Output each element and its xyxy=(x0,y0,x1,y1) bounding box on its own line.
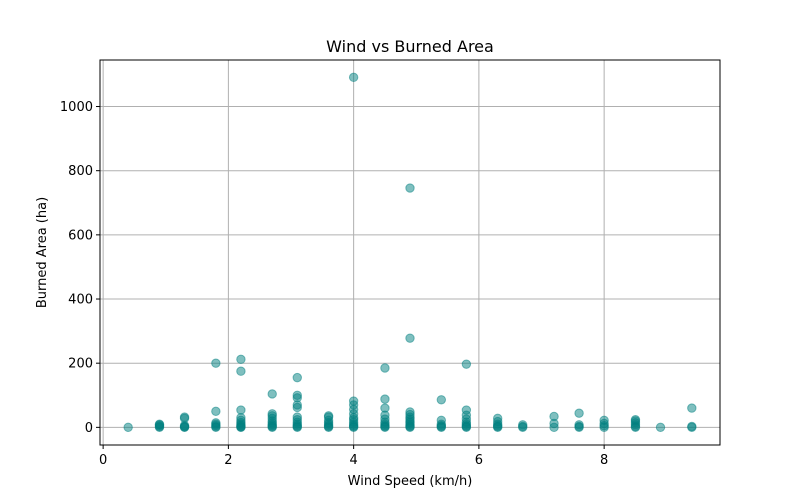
data-point xyxy=(687,421,697,432)
data-point xyxy=(436,395,447,405)
data-point xyxy=(323,411,334,421)
data-point xyxy=(380,403,390,413)
data-point xyxy=(380,363,390,373)
data-point xyxy=(687,403,697,413)
data-point xyxy=(123,422,133,433)
data-point xyxy=(405,333,415,343)
y-axis-label: Burned Area (ha) xyxy=(35,197,50,308)
data-point xyxy=(461,405,472,415)
data-point xyxy=(236,354,246,365)
x-axis-ticks: 0 2 4 6 8 xyxy=(99,445,608,468)
data-point xyxy=(549,411,559,422)
data-point xyxy=(655,422,666,433)
data-point xyxy=(380,394,390,404)
data-point xyxy=(492,413,503,424)
data-point xyxy=(348,72,359,83)
data-point xyxy=(461,359,472,369)
data-point xyxy=(405,183,415,193)
data-point xyxy=(292,390,302,400)
x-tick-label: 6 xyxy=(475,453,483,468)
y-tick-label: 400 xyxy=(68,293,93,308)
data-point xyxy=(179,412,190,422)
y-axis-ticks: 0 200 400 600 800 1000 xyxy=(60,100,100,436)
data-point xyxy=(574,420,584,430)
data-point xyxy=(236,413,246,423)
x-tick-label: 8 xyxy=(600,453,608,468)
data-point xyxy=(211,406,221,417)
chart-title: Wind vs Burned Area xyxy=(326,37,494,56)
data-point xyxy=(405,407,415,417)
x-tick-label: 4 xyxy=(349,453,357,468)
y-tick-label: 0 xyxy=(85,421,93,436)
x-tick-label: 0 xyxy=(99,453,107,468)
y-tick-label: 1000 xyxy=(60,100,93,115)
data-point xyxy=(599,415,609,425)
data-point xyxy=(436,415,447,425)
data-points xyxy=(123,72,697,433)
y-tick-label: 200 xyxy=(68,357,93,372)
data-point xyxy=(211,418,221,428)
data-point xyxy=(292,412,302,422)
y-tick-label: 600 xyxy=(68,228,93,243)
data-point xyxy=(154,419,165,429)
data-point xyxy=(236,366,246,376)
data-point xyxy=(518,420,528,430)
data-point xyxy=(211,358,221,368)
x-tick-label: 2 xyxy=(224,453,232,468)
data-point xyxy=(267,409,277,419)
data-point xyxy=(267,389,277,399)
data-point xyxy=(630,414,641,425)
data-point xyxy=(348,396,359,406)
plot-frame xyxy=(99,59,721,446)
x-axis-label: Wind Speed (km/h) xyxy=(348,474,473,489)
y-tick-label: 800 xyxy=(68,164,93,179)
data-point xyxy=(236,405,246,415)
data-point xyxy=(574,408,584,418)
data-point xyxy=(292,372,302,383)
